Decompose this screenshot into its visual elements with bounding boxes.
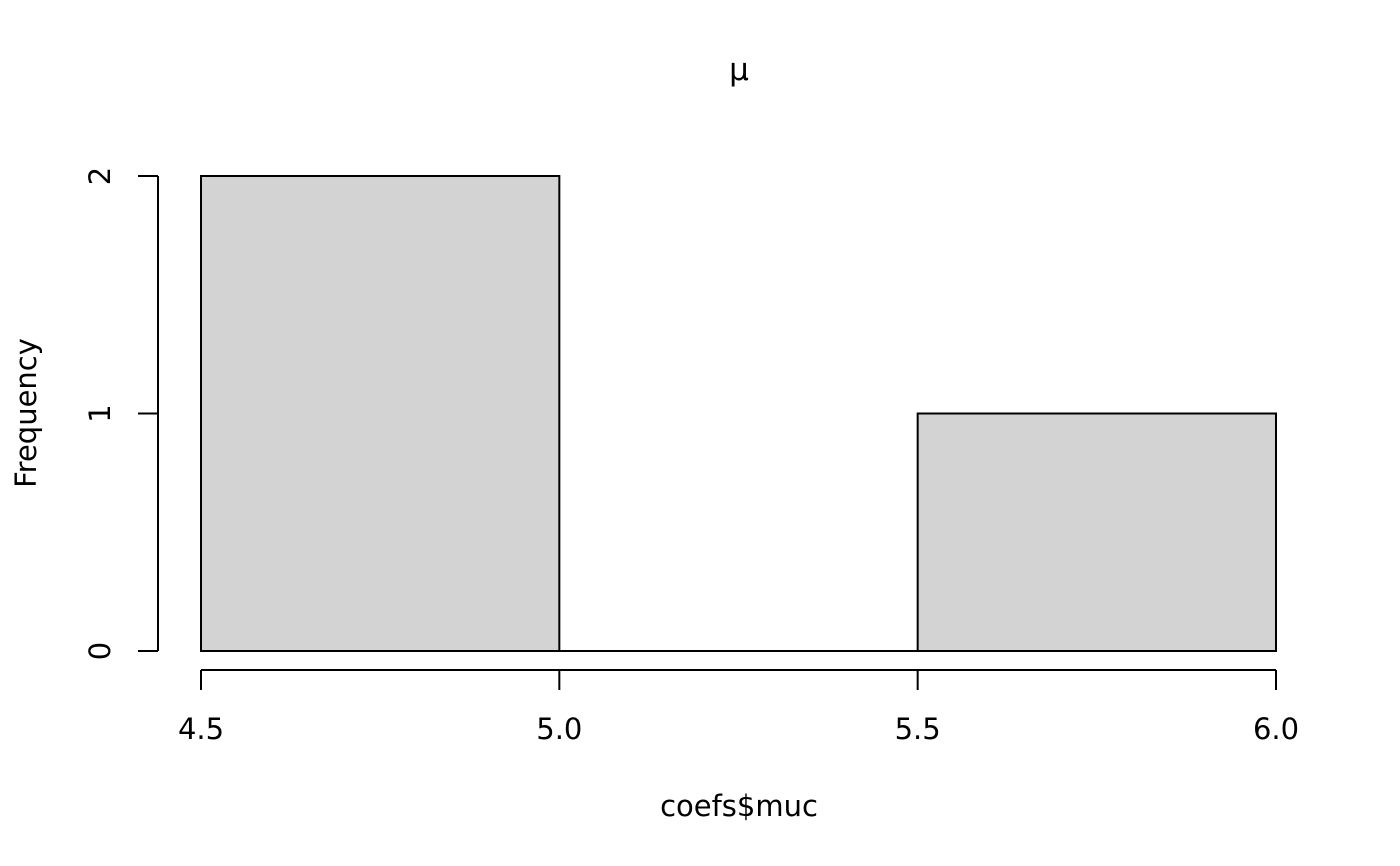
y-tick-label: 1 — [83, 404, 117, 422]
histogram-bar-1 — [200, 175, 561, 652]
x-tick-label: 5.0 — [536, 712, 582, 746]
bars-group — [200, 175, 1278, 652]
y-tick-label: 2 — [83, 167, 117, 185]
y-tick-label: 0 — [83, 642, 117, 660]
x-tick-label: 5.5 — [895, 712, 941, 746]
y-axis: 0 1 2 — [83, 167, 159, 660]
x-tick-label: 4.5 — [178, 712, 224, 746]
y-ticks: 0 1 2 — [83, 167, 158, 660]
x-axis: 4.5 5.0 5.5 6.0 — [178, 669, 1299, 746]
y-axis-label: Frequency — [9, 338, 43, 488]
x-ticks: 4.5 5.0 5.5 6.0 — [178, 670, 1299, 746]
x-axis-label: coefs$muc — [660, 789, 818, 823]
chart-title: μ — [729, 52, 749, 88]
histogram-bar-3 — [916, 412, 1278, 652]
x-tick-label: 6.0 — [1253, 712, 1299, 746]
